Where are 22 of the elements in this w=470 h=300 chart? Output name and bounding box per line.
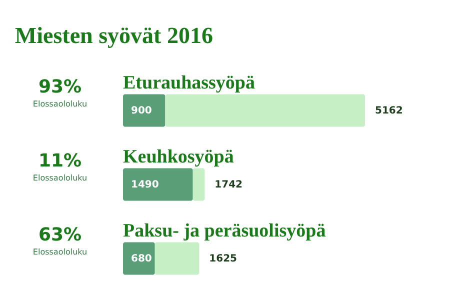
data-label: 900 [131,105,152,116]
bar [165,94,365,127]
total-label: 1742 [214,180,243,190]
text: 11% [38,150,82,172]
text: 63% [38,224,82,246]
y-tick-label: Paksu- ja peräsuolisyöpä [123,220,326,242]
bar [123,168,193,201]
chart-title: Miesten syövät 2016 [14,23,213,48]
bar [154,242,200,275]
text: Elossaololuku [32,174,88,182]
bar [123,94,166,127]
data-label: 1490 [131,180,159,190]
total-label: 5162 [375,105,403,116]
bar [123,242,155,275]
y-tick-label: Eturauhassyöpä [123,72,256,94]
text: 93% [38,76,82,98]
bar [192,168,205,201]
text: Elossaololuku [32,248,88,257]
data-label: 680 [131,254,152,265]
text: Elossaololuku [32,99,88,108]
y-tick-label: Keuhkosyöpä [123,146,234,168]
total-label: 1625 [209,254,238,265]
